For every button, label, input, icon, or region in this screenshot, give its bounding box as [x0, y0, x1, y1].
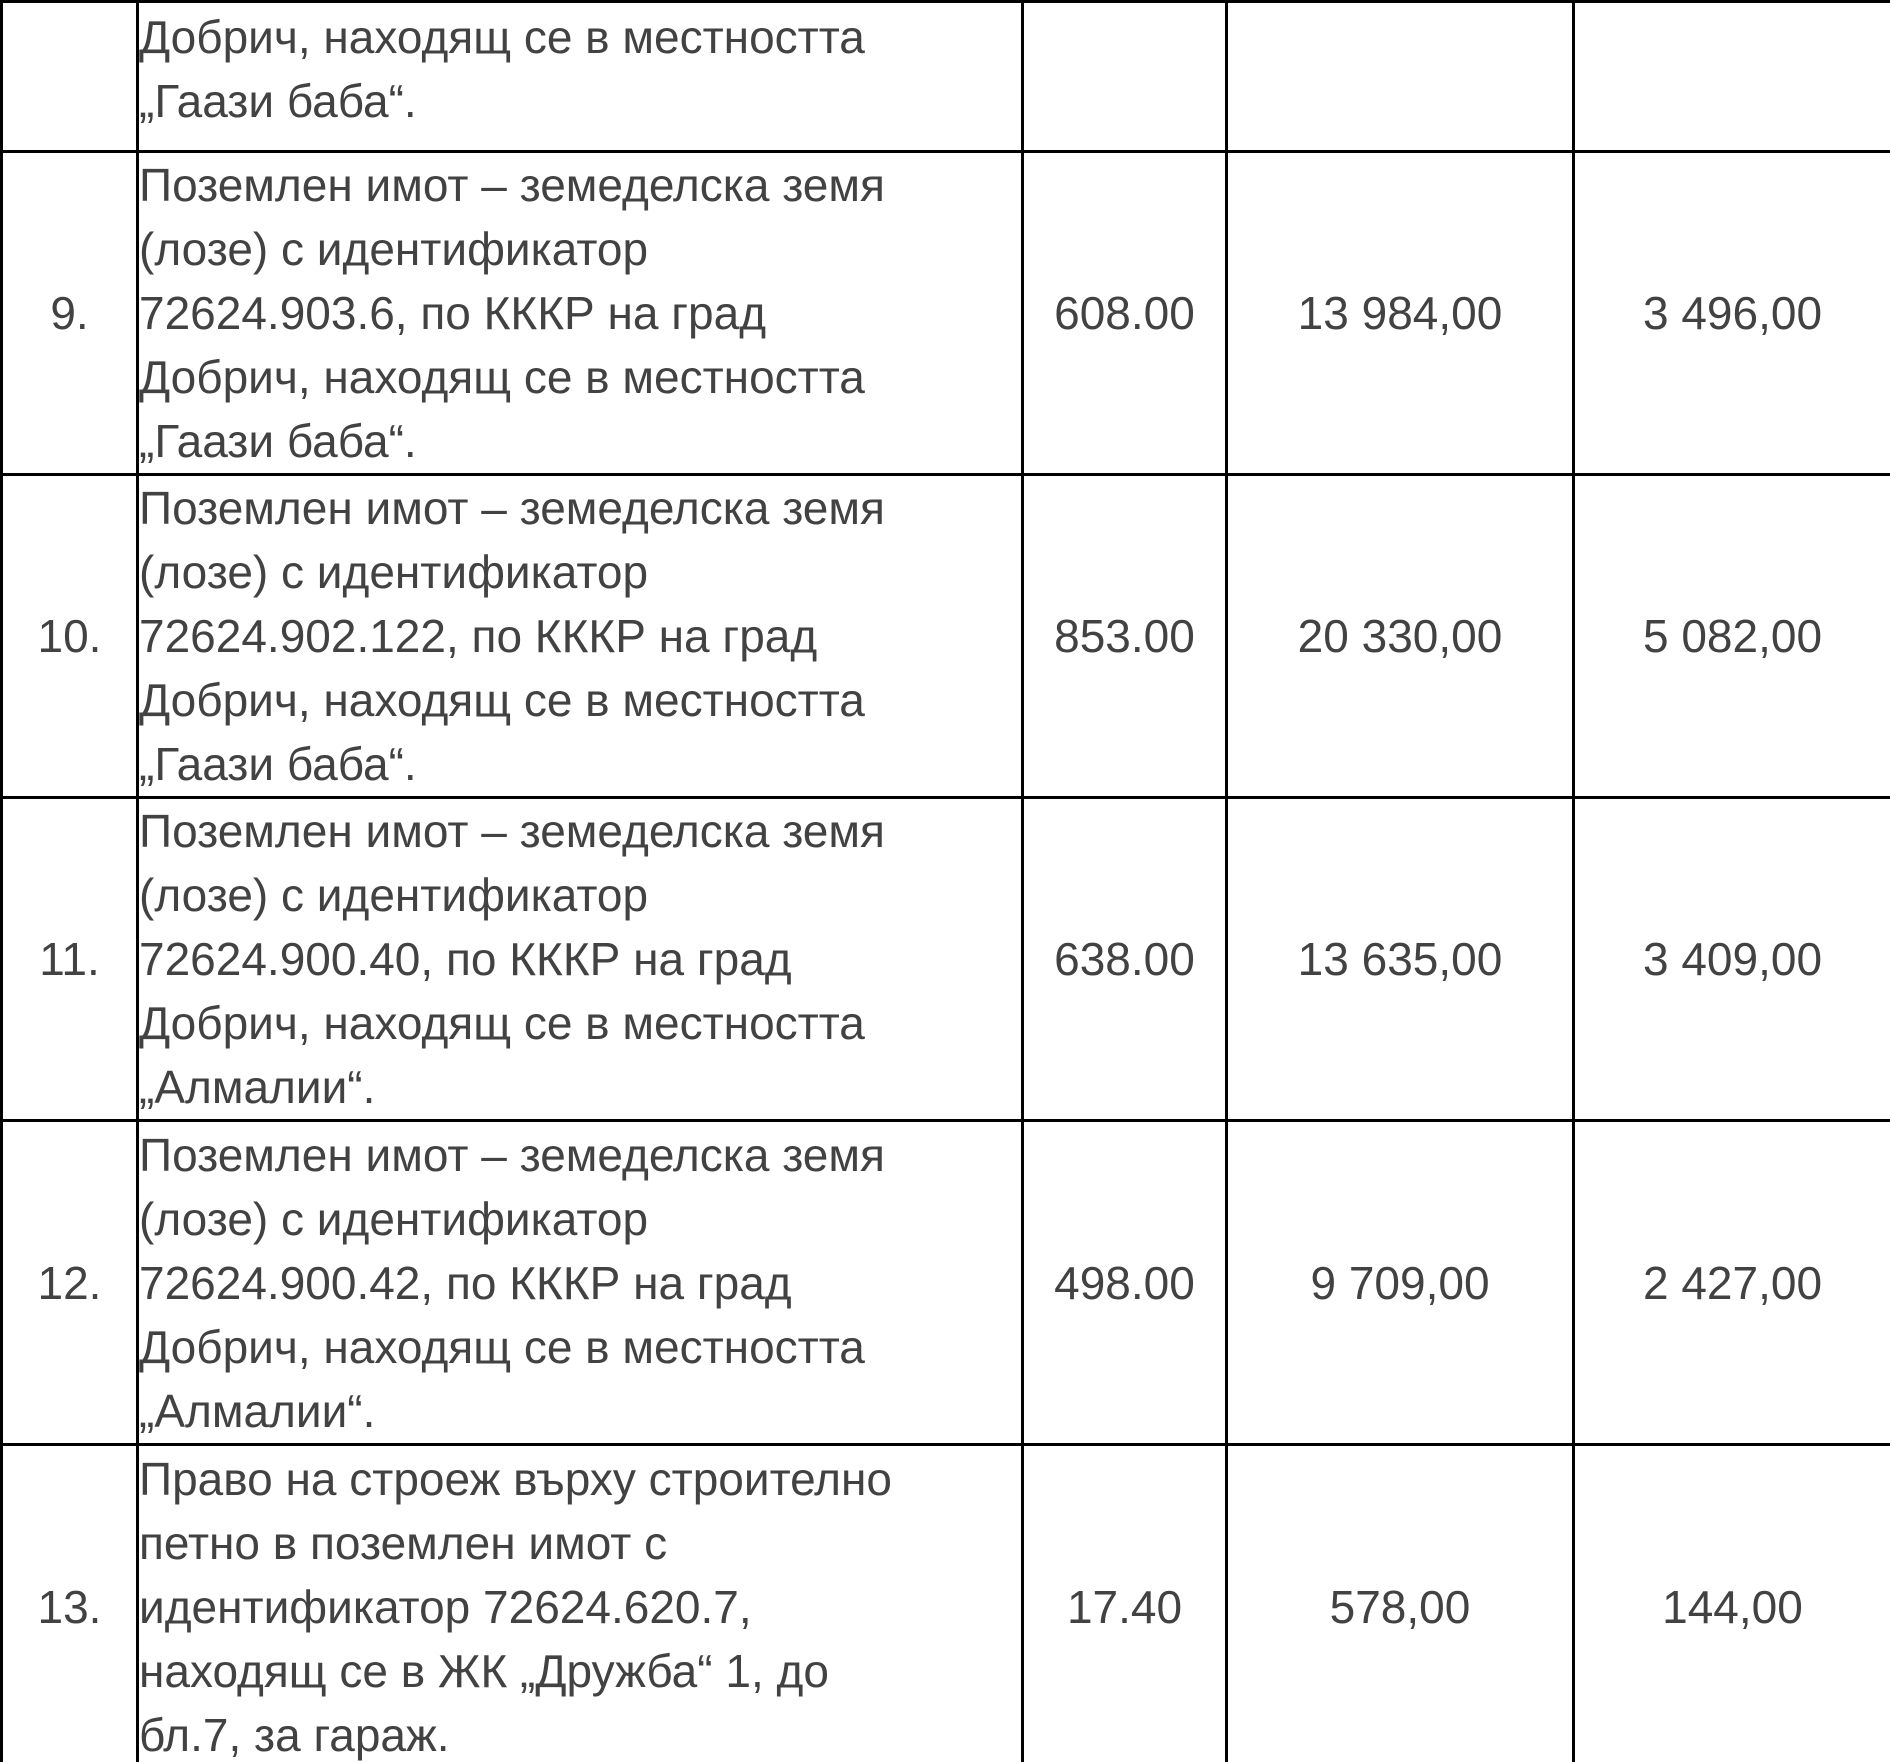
table-row: Добрич, находящ се в местността „Гаази б…: [0, 0, 1890, 153]
tax-value-cell: 3 409,00: [1572, 796, 1890, 1122]
row-number-cell: 13.: [0, 1443, 139, 1762]
description-cell: Поземлен имот – земеделска земя (лозе) с…: [136, 473, 1024, 799]
description-cell: Добрич, находящ се в местността „Гаази б…: [136, 0, 1024, 153]
table-row: 12. Поземлен имот – земеделска земя (лоз…: [0, 1119, 1890, 1446]
row-number-cell: 9.: [0, 150, 139, 476]
row-number-cell: 11.: [0, 796, 139, 1122]
description-cell: Поземлен имот – земеделска земя (лозе) с…: [136, 796, 1024, 1122]
row-number-cell: 10.: [0, 473, 139, 799]
table-row: 11. Поземлен имот – земеделска земя (лоз…: [0, 796, 1890, 1122]
tax-value-cell: 144,00: [1572, 1443, 1890, 1762]
area-cell: 498.00: [1021, 1119, 1228, 1446]
table-row: 10. Поземлен имот – земеделска земя (лоз…: [0, 473, 1890, 799]
value-cell: 13 635,00: [1225, 796, 1575, 1122]
value-cell: 13 984,00: [1225, 150, 1575, 476]
area-cell: 853.00: [1021, 473, 1228, 799]
tax-value-cell: [1572, 0, 1890, 153]
value-cell: 578,00: [1225, 1443, 1575, 1762]
table-row: 9. Поземлен имот – земеделска земя (лозе…: [0, 150, 1890, 476]
area-cell: 17.40: [1021, 1443, 1228, 1762]
description-cell: Поземлен имот – земеделска земя (лозе) с…: [136, 150, 1024, 476]
row-number-cell: 12.: [0, 1119, 139, 1446]
description-cell: Поземлен имот – земеделска земя (лозе) с…: [136, 1119, 1024, 1446]
description-cell: Право на строеж върху строително петно в…: [136, 1443, 1024, 1762]
value-cell: 20 330,00: [1225, 473, 1575, 799]
area-cell: 608.00: [1021, 150, 1228, 476]
tax-value-cell: 3 496,00: [1572, 150, 1890, 476]
value-cell: [1225, 0, 1575, 153]
tax-value-cell: 5 082,00: [1572, 473, 1890, 799]
row-number-cell: [0, 0, 139, 153]
value-cell: 9 709,00: [1225, 1119, 1575, 1446]
table-row: 13. Право на строеж върху строително пет…: [0, 1443, 1890, 1762]
tax-value-cell: 2 427,00: [1572, 1119, 1890, 1446]
area-cell: [1021, 0, 1228, 153]
area-cell: 638.00: [1021, 796, 1228, 1122]
